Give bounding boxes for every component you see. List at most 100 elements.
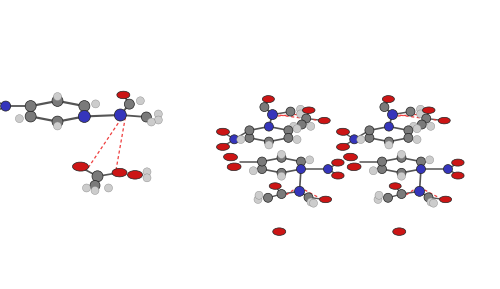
Ellipse shape: [250, 167, 258, 175]
Ellipse shape: [365, 133, 374, 142]
Ellipse shape: [92, 100, 100, 108]
Ellipse shape: [320, 196, 332, 203]
Ellipse shape: [347, 163, 361, 171]
Ellipse shape: [268, 110, 278, 120]
Ellipse shape: [260, 103, 269, 112]
Ellipse shape: [273, 228, 286, 235]
Ellipse shape: [318, 117, 330, 124]
Ellipse shape: [293, 125, 301, 133]
Ellipse shape: [397, 168, 406, 177]
Ellipse shape: [410, 122, 418, 130]
Ellipse shape: [284, 126, 293, 135]
Ellipse shape: [91, 186, 99, 194]
Ellipse shape: [286, 107, 295, 116]
Ellipse shape: [307, 122, 315, 130]
Ellipse shape: [452, 172, 464, 179]
Ellipse shape: [374, 195, 382, 203]
Ellipse shape: [52, 95, 63, 106]
Ellipse shape: [382, 96, 394, 103]
Ellipse shape: [398, 151, 406, 158]
Ellipse shape: [148, 118, 156, 126]
Ellipse shape: [357, 136, 365, 144]
Ellipse shape: [296, 110, 304, 118]
Ellipse shape: [380, 103, 389, 112]
Ellipse shape: [424, 193, 433, 202]
Ellipse shape: [237, 136, 245, 144]
Ellipse shape: [427, 198, 435, 206]
Ellipse shape: [78, 110, 90, 123]
Ellipse shape: [254, 195, 262, 203]
Ellipse shape: [427, 122, 435, 130]
Ellipse shape: [302, 107, 315, 114]
Ellipse shape: [332, 172, 344, 179]
Ellipse shape: [416, 157, 426, 166]
Ellipse shape: [438, 117, 450, 124]
Ellipse shape: [54, 92, 62, 101]
Ellipse shape: [378, 157, 386, 166]
Ellipse shape: [277, 168, 286, 177]
Ellipse shape: [277, 190, 286, 199]
Ellipse shape: [294, 186, 304, 196]
Ellipse shape: [296, 157, 306, 166]
Ellipse shape: [136, 97, 144, 105]
Ellipse shape: [413, 136, 421, 144]
Ellipse shape: [378, 164, 386, 174]
Ellipse shape: [54, 122, 62, 130]
Ellipse shape: [90, 180, 100, 190]
Ellipse shape: [332, 159, 344, 166]
Ellipse shape: [154, 116, 162, 124]
Ellipse shape: [104, 184, 112, 192]
Ellipse shape: [293, 136, 301, 144]
Ellipse shape: [304, 193, 313, 202]
Ellipse shape: [245, 133, 254, 142]
Ellipse shape: [307, 198, 315, 206]
Ellipse shape: [82, 184, 90, 192]
Ellipse shape: [124, 99, 134, 109]
Ellipse shape: [264, 122, 274, 131]
Ellipse shape: [336, 143, 349, 150]
Ellipse shape: [52, 116, 63, 127]
Ellipse shape: [397, 153, 406, 162]
Ellipse shape: [344, 153, 357, 161]
Ellipse shape: [72, 162, 88, 171]
Ellipse shape: [114, 109, 126, 121]
Ellipse shape: [16, 115, 24, 123]
Ellipse shape: [297, 120, 306, 129]
Ellipse shape: [143, 174, 151, 182]
Ellipse shape: [416, 110, 424, 118]
Ellipse shape: [216, 143, 230, 150]
Ellipse shape: [296, 164, 306, 174]
Ellipse shape: [397, 190, 406, 199]
Ellipse shape: [230, 135, 239, 144]
Ellipse shape: [452, 159, 464, 166]
Ellipse shape: [384, 193, 392, 202]
Ellipse shape: [258, 164, 266, 174]
Ellipse shape: [404, 133, 413, 142]
Ellipse shape: [227, 163, 241, 171]
Ellipse shape: [384, 122, 394, 131]
Ellipse shape: [385, 141, 393, 149]
Ellipse shape: [406, 107, 415, 116]
Ellipse shape: [262, 96, 274, 103]
Ellipse shape: [370, 167, 378, 175]
Ellipse shape: [128, 171, 142, 179]
Ellipse shape: [25, 101, 36, 112]
Ellipse shape: [306, 156, 314, 164]
Ellipse shape: [143, 168, 151, 176]
Ellipse shape: [216, 128, 230, 135]
Ellipse shape: [25, 111, 36, 122]
Ellipse shape: [444, 164, 452, 174]
Ellipse shape: [258, 157, 266, 166]
Ellipse shape: [426, 156, 434, 164]
Ellipse shape: [417, 120, 426, 129]
Ellipse shape: [224, 153, 237, 161]
Ellipse shape: [365, 126, 374, 135]
Ellipse shape: [393, 228, 406, 235]
Ellipse shape: [384, 137, 394, 146]
Ellipse shape: [296, 105, 304, 113]
Ellipse shape: [92, 171, 103, 182]
Ellipse shape: [265, 141, 273, 149]
Ellipse shape: [422, 107, 435, 114]
Ellipse shape: [117, 91, 130, 99]
Ellipse shape: [284, 133, 293, 142]
